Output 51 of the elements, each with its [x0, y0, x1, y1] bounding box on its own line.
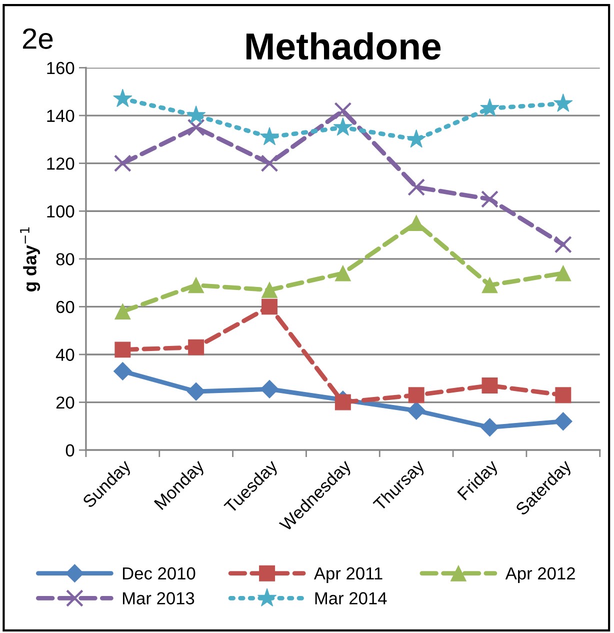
point — [333, 117, 353, 136]
y-tick-label: 40 — [56, 348, 74, 361]
point — [334, 394, 351, 410]
point — [262, 282, 278, 298]
point — [260, 154, 278, 172]
point — [408, 387, 424, 404]
legend-label: Dec 2010 — [122, 567, 196, 580]
point — [262, 298, 278, 315]
point — [406, 129, 426, 148]
y-tick-label: 120 — [47, 157, 74, 170]
point — [482, 378, 498, 394]
y-axis-title: g day$^{−1}$ — [20, 227, 40, 292]
y-tick-label: 80 — [56, 253, 74, 266]
chart-title: Methadone — [246, 32, 441, 60]
point — [554, 236, 572, 254]
y-tick-label: 60 — [56, 300, 74, 314]
point — [114, 342, 131, 358]
point — [188, 277, 204, 294]
y-tick-label: 0 — [66, 444, 74, 457]
point — [408, 178, 426, 196]
y-tick-label: 100 — [47, 205, 74, 218]
y-tick-label: 140 — [47, 110, 74, 122]
point — [113, 362, 132, 380]
point — [480, 98, 500, 117]
point — [113, 88, 132, 108]
point — [260, 126, 280, 146]
point — [408, 215, 424, 232]
point — [114, 303, 131, 320]
point — [188, 339, 204, 356]
text: 2e — [22, 28, 53, 49]
point — [186, 105, 206, 124]
y-tick-label: 160 — [47, 62, 74, 74]
point — [554, 412, 572, 431]
legend-label: Apr 2011 — [314, 567, 382, 584]
y-tick-label: 20 — [56, 396, 74, 409]
legend-label: Mar 2014 — [315, 592, 387, 604]
point — [187, 118, 205, 136]
point — [260, 380, 279, 398]
legend-label: Mar 2013 — [122, 592, 194, 604]
point — [482, 277, 498, 294]
point — [186, 382, 206, 401]
point — [114, 154, 132, 172]
legend-label: Apr 2012 — [505, 567, 575, 584]
point — [334, 265, 351, 282]
point — [555, 265, 572, 282]
point — [481, 190, 498, 208]
point — [554, 94, 573, 112]
point — [480, 418, 499, 437]
point — [334, 102, 352, 120]
point — [555, 387, 572, 404]
point — [407, 401, 426, 420]
